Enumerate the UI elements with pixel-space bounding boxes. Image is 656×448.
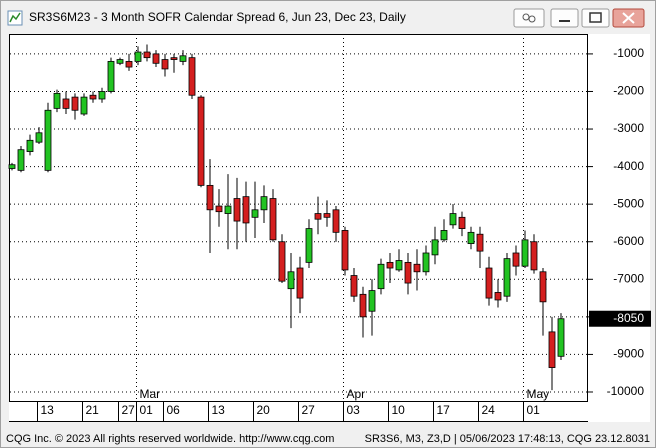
x-tick-label: 01 — [140, 403, 154, 417]
candle-body — [368, 290, 376, 312]
link-button[interactable] — [513, 8, 545, 28]
candle-body — [116, 59, 124, 64]
candle-body — [179, 55, 187, 62]
candle-body — [53, 92, 61, 109]
candle-body — [17, 149, 25, 171]
candle-body — [521, 239, 529, 267]
close-button[interactable] — [612, 8, 645, 28]
x-tick-label: 03 — [347, 403, 361, 417]
candle-body — [530, 241, 538, 271]
x-tick-label: 20 — [257, 403, 271, 417]
candle-body — [431, 239, 439, 256]
candle-body — [548, 331, 556, 368]
y-tick-label: -2000 — [613, 84, 644, 98]
month-label: Mar — [140, 387, 161, 401]
candle-body — [386, 261, 394, 269]
x-tick-label: 27 — [122, 403, 136, 417]
candle-body — [440, 230, 448, 241]
x-tick-label: 06 — [167, 403, 181, 417]
candle-body — [278, 241, 286, 282]
candle-body — [89, 94, 97, 100]
x-tick-label: 01 — [527, 403, 541, 417]
candle-body — [494, 292, 502, 301]
candle-body — [458, 216, 466, 229]
candle-body — [161, 59, 169, 70]
y-tick-label: -10000 — [607, 384, 645, 398]
y-tick-label: -5000 — [613, 196, 644, 210]
candle-body — [422, 252, 430, 273]
candle-body — [539, 271, 547, 303]
candle-body — [80, 96, 88, 115]
y-tick-label: -4000 — [613, 159, 644, 173]
candle-body — [233, 198, 241, 222]
candle-body — [224, 205, 232, 214]
candle-body — [314, 213, 322, 220]
candle-body — [134, 51, 142, 62]
candle-body — [143, 51, 151, 59]
candle-body — [170, 57, 178, 60]
y-tick-label: -9000 — [613, 347, 644, 361]
minimize-button[interactable] — [550, 8, 579, 28]
x-tick-label: 17 — [437, 403, 451, 417]
candle-body — [8, 164, 16, 169]
candle-body — [332, 209, 340, 233]
candle-body — [323, 213, 331, 218]
last-price-label: -8050 — [613, 311, 644, 325]
candle-body — [188, 57, 196, 96]
month-label: May — [527, 387, 550, 401]
candle-body — [467, 231, 475, 245]
window-title: SR3S6M23 - 3 Month SOFR Calendar Spread … — [29, 10, 406, 24]
x-tick-label: 10 — [392, 403, 406, 417]
candle-body — [287, 271, 295, 290]
x-tick-label: 24 — [482, 403, 496, 417]
candle-body — [395, 260, 403, 271]
candle-body — [557, 318, 565, 357]
x-tick-label: 21 — [86, 403, 100, 417]
candle-body — [449, 213, 457, 226]
x-tick-label: 27 — [302, 403, 316, 417]
y-tick-label: -7000 — [613, 271, 644, 285]
restore-button[interactable] — [581, 8, 610, 28]
last-price-box — [589, 310, 651, 327]
candle-body — [260, 196, 268, 211]
candle-body — [305, 228, 313, 263]
candle-body — [215, 205, 223, 213]
candle-body — [107, 61, 115, 92]
candle-body — [350, 275, 358, 297]
chart-panel — [9, 34, 650, 422]
candle-body — [296, 267, 304, 299]
candle-body — [341, 230, 349, 271]
candle-body — [476, 233, 484, 252]
candle-body — [35, 132, 43, 143]
candle-body — [485, 267, 493, 299]
candle-body — [503, 258, 511, 297]
y-tick-label: -1000 — [613, 46, 644, 60]
candle-body — [98, 91, 106, 100]
candle-body — [359, 293, 367, 318]
candle-body — [26, 139, 34, 152]
candle-body — [251, 209, 259, 218]
candle-body — [62, 98, 70, 109]
y-tick-label: -3000 — [613, 121, 644, 135]
app-icon — [7, 10, 23, 26]
candle-body — [44, 109, 52, 171]
candle-body — [242, 196, 250, 224]
candle-body — [269, 198, 277, 241]
candle-body — [413, 263, 421, 273]
footer-right: SR3S6, M3, Z3,D | 05/06/2023 17:48:13, C… — [365, 433, 650, 445]
candle-body — [206, 184, 214, 211]
candle-body — [377, 263, 385, 290]
candle-body — [512, 252, 520, 267]
x-tick-label: 13 — [41, 403, 55, 417]
candle-body — [404, 261, 412, 284]
candle-body — [197, 96, 205, 186]
y-tick-label: -6000 — [613, 234, 644, 248]
footer-left: CQG Inc. © 2023 All rights reserved worl… — [6, 433, 334, 445]
candle-body — [71, 96, 79, 111]
month-label: Apr — [347, 387, 366, 401]
candle-body — [125, 61, 133, 68]
candle-body — [152, 53, 160, 64]
x-tick-label: 13 — [212, 403, 226, 417]
